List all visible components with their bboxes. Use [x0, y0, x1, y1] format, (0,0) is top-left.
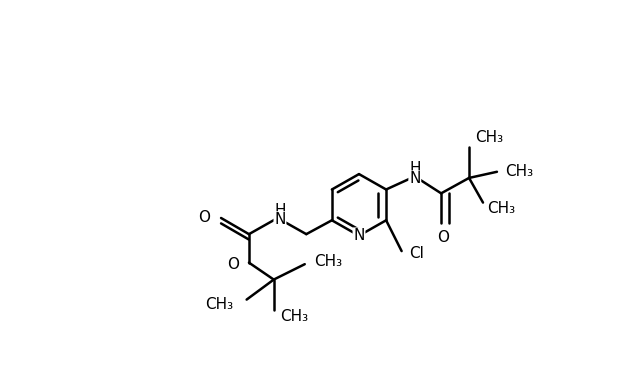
- Text: N: N: [275, 212, 285, 227]
- Text: H: H: [409, 161, 420, 176]
- Text: CH₃: CH₃: [280, 309, 308, 324]
- Text: N: N: [409, 171, 420, 186]
- Text: Cl: Cl: [410, 246, 424, 261]
- Text: CH₃: CH₃: [314, 254, 342, 269]
- Text: CH₃: CH₃: [487, 201, 515, 216]
- Text: N: N: [353, 228, 365, 243]
- Text: O: O: [227, 257, 239, 272]
- Text: CH₃: CH₃: [205, 298, 234, 312]
- Text: O: O: [198, 211, 210, 225]
- Text: CH₃: CH₃: [505, 164, 533, 179]
- Text: H: H: [274, 203, 285, 218]
- Text: CH₃: CH₃: [476, 131, 504, 145]
- Text: O: O: [436, 230, 449, 245]
